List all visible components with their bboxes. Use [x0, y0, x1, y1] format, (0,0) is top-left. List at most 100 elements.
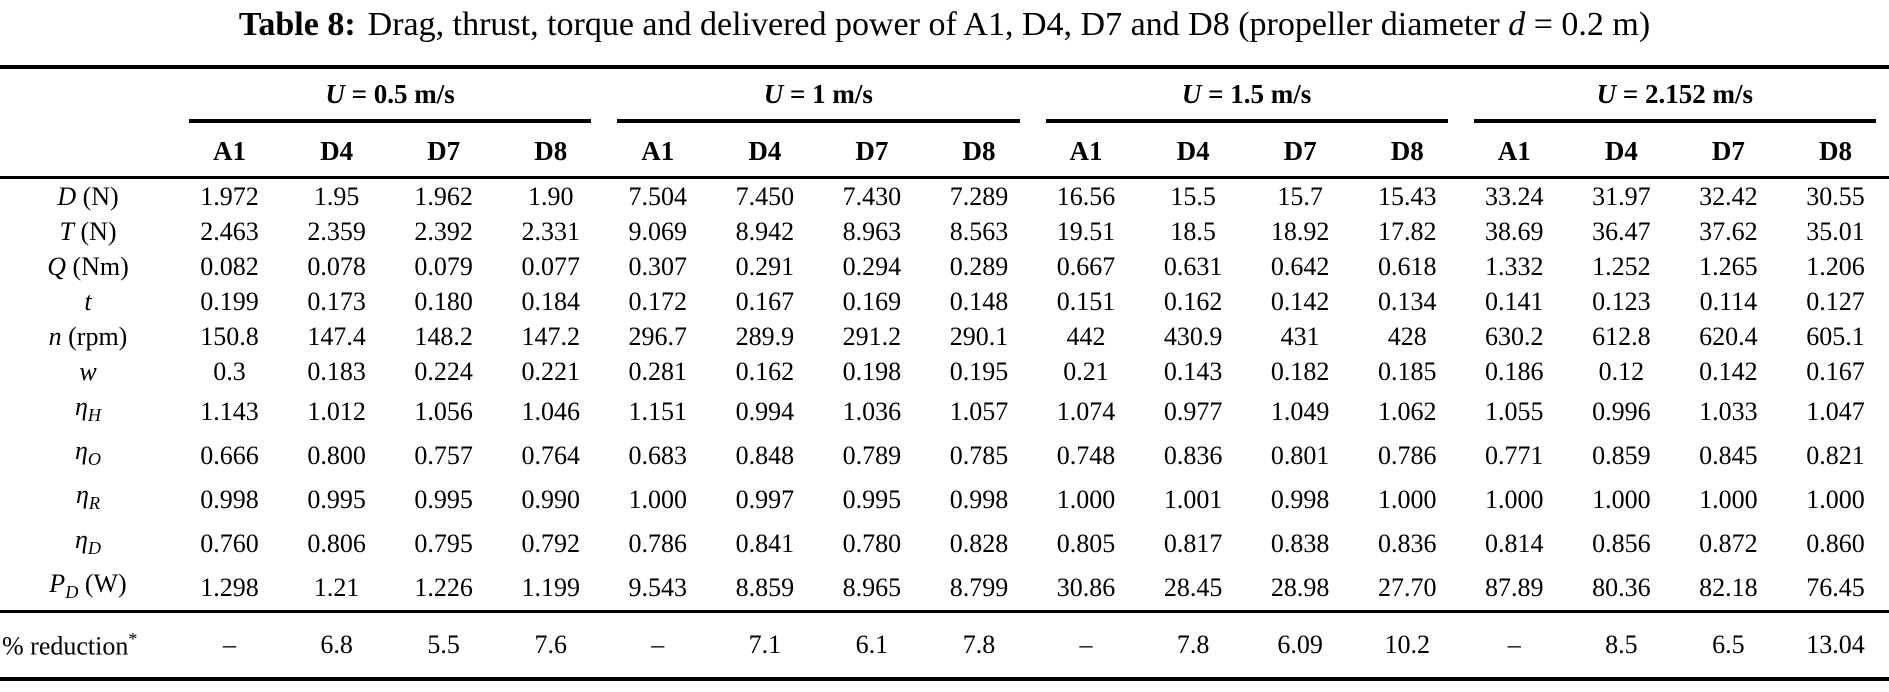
- column-header: A1: [176, 123, 284, 179]
- data-cell: 0.836: [1377, 529, 1437, 559]
- data-cell: 0.757: [414, 440, 473, 470]
- data-cell: 0.143: [1163, 357, 1223, 386]
- data-cell: 5.5: [390, 609, 498, 681]
- data-cell: 0.828: [949, 529, 1009, 559]
- label-part: % reduction: [2, 631, 129, 661]
- row-label: n (rpm): [0, 319, 176, 354]
- column-header: D7: [1674, 123, 1782, 179]
- data-cell: 0.182: [1270, 357, 1330, 386]
- data-cell: 7.504: [628, 182, 688, 211]
- row-label: t: [0, 284, 176, 319]
- data-cell: 0.127: [1806, 287, 1865, 316]
- data-cell: 7.289: [949, 182, 1009, 211]
- label-part: (N): [73, 217, 117, 246]
- data-cell: 6.5: [1674, 609, 1782, 681]
- data-cell: 7.8: [1139, 609, 1247, 681]
- row-label: ηO: [0, 433, 176, 477]
- data-cell: 0.3: [213, 357, 246, 386]
- data-cell: 18.92: [1270, 217, 1330, 246]
- data-cell: 1.074: [1056, 396, 1116, 426]
- data-cell: 0.618: [1377, 252, 1437, 281]
- data-cell: 0.841: [735, 529, 795, 559]
- data-cell: 38.69: [1485, 217, 1544, 246]
- data-cell: 33.24: [1485, 182, 1544, 211]
- group-var: U: [1181, 79, 1202, 109]
- data-cell: 0.771: [1485, 440, 1544, 470]
- group-header-u2152: U = 2.152 m/s: [1460, 65, 1889, 123]
- data-cell: 1.000: [1056, 484, 1116, 514]
- row-label: PD (W): [0, 566, 176, 612]
- column-header: D8: [497, 123, 605, 179]
- label-part: η: [75, 480, 89, 510]
- data-cell: 0.078: [307, 252, 366, 281]
- column-header: D4: [1567, 123, 1675, 179]
- data-cell: 31.97: [1592, 182, 1651, 211]
- data-cell: 1.047: [1806, 396, 1865, 426]
- data-cell: 0.764: [521, 440, 580, 470]
- table-row: w 0.3 0.183 0.224 0.221 0.281 0.162 0.198 0.195 0…: [0, 354, 1889, 389]
- table-row: D (N) 1.972 1.95 1.962 1.90 7.504 7.450 7.430 7.…: [0, 178, 1889, 215]
- label-part: D: [57, 182, 77, 211]
- data-cell: 0.307: [628, 252, 688, 281]
- label-part: T: [59, 217, 74, 246]
- data-cell: 28.45: [1163, 573, 1223, 603]
- data-cell: 13.04: [1781, 609, 1889, 681]
- column-header: D7: [1246, 123, 1354, 179]
- data-cell: 1.049: [1270, 396, 1330, 426]
- table-row: ηD 0.760 0.806 0.795 0.792 0.786 0.841 0.780 0.8…: [0, 522, 1889, 566]
- data-cell: 1.332: [1485, 252, 1544, 281]
- data-cell: 630.2: [1485, 322, 1544, 351]
- data-cell: 80.36: [1592, 573, 1651, 603]
- data-cell: 0.167: [735, 287, 795, 316]
- data-cell: 291.2: [842, 322, 902, 351]
- data-cell: 1.199: [521, 573, 580, 603]
- data-cell: 16.56: [1056, 182, 1116, 211]
- data-cell: 0.995: [307, 484, 366, 514]
- data-cell: 0.792: [521, 529, 580, 559]
- data-cell: 612.8: [1592, 322, 1651, 351]
- data-cell: 0.805: [1056, 529, 1116, 559]
- data-cell: 0.224: [414, 357, 473, 386]
- label-part: (N): [76, 182, 119, 211]
- data-cell: 0.169: [842, 287, 902, 316]
- group-header-row: U = 0.5 m/s U = 1 m/s U = 1.5 m/s: [0, 65, 1889, 123]
- row-label: T (N): [0, 214, 176, 249]
- data-cell: 0.977: [1163, 396, 1223, 426]
- data-cell: 0.151: [1056, 287, 1116, 316]
- data-cell: 1.000: [1485, 484, 1544, 514]
- data-cell: 0.123: [1592, 287, 1651, 316]
- label-part: w: [79, 357, 97, 386]
- data-cell: 2.392: [414, 217, 473, 246]
- data-cell: 148.2: [414, 322, 473, 351]
- data-cell: 0.990: [521, 484, 580, 514]
- data-cell: 1.226: [414, 573, 473, 603]
- data-cell: 17.82: [1377, 217, 1437, 246]
- label-part: Q: [47, 252, 66, 281]
- group-value: = 0.5 m/s: [351, 79, 455, 109]
- data-cell: 1.206: [1806, 252, 1865, 281]
- data-cell: 0.748: [1056, 440, 1116, 470]
- data-cell: 1.151: [628, 396, 688, 426]
- row-label: ηD: [0, 522, 176, 566]
- column-header: A1: [604, 123, 712, 179]
- data-cell: 8.963: [842, 217, 902, 246]
- data-cell: 0.859: [1592, 440, 1651, 470]
- data-cell: 147.2: [521, 322, 580, 351]
- data-cell: 15.43: [1377, 182, 1437, 211]
- table-number: Table 8:: [238, 6, 356, 43]
- data-cell: 428: [1387, 322, 1427, 351]
- data-cell: 0.780: [842, 529, 902, 559]
- column-header: D7: [818, 123, 926, 179]
- label-part: η: [74, 524, 88, 554]
- data-cell: 1.252: [1592, 252, 1651, 281]
- data-cell: 36.47: [1592, 217, 1651, 246]
- data-cell: 8.5: [1567, 609, 1675, 681]
- data-cell: 0.134: [1377, 287, 1437, 316]
- label-part: η: [74, 436, 88, 466]
- data-cell: 0.114: [1699, 287, 1758, 316]
- table-row: T (N) 2.463 2.359 2.392 2.331 9.069 8.942 8.963…: [0, 214, 1889, 249]
- data-cell: 0.631: [1163, 252, 1223, 281]
- data-cell: 6.09: [1246, 609, 1354, 681]
- row-label: % reduction*: [0, 609, 176, 681]
